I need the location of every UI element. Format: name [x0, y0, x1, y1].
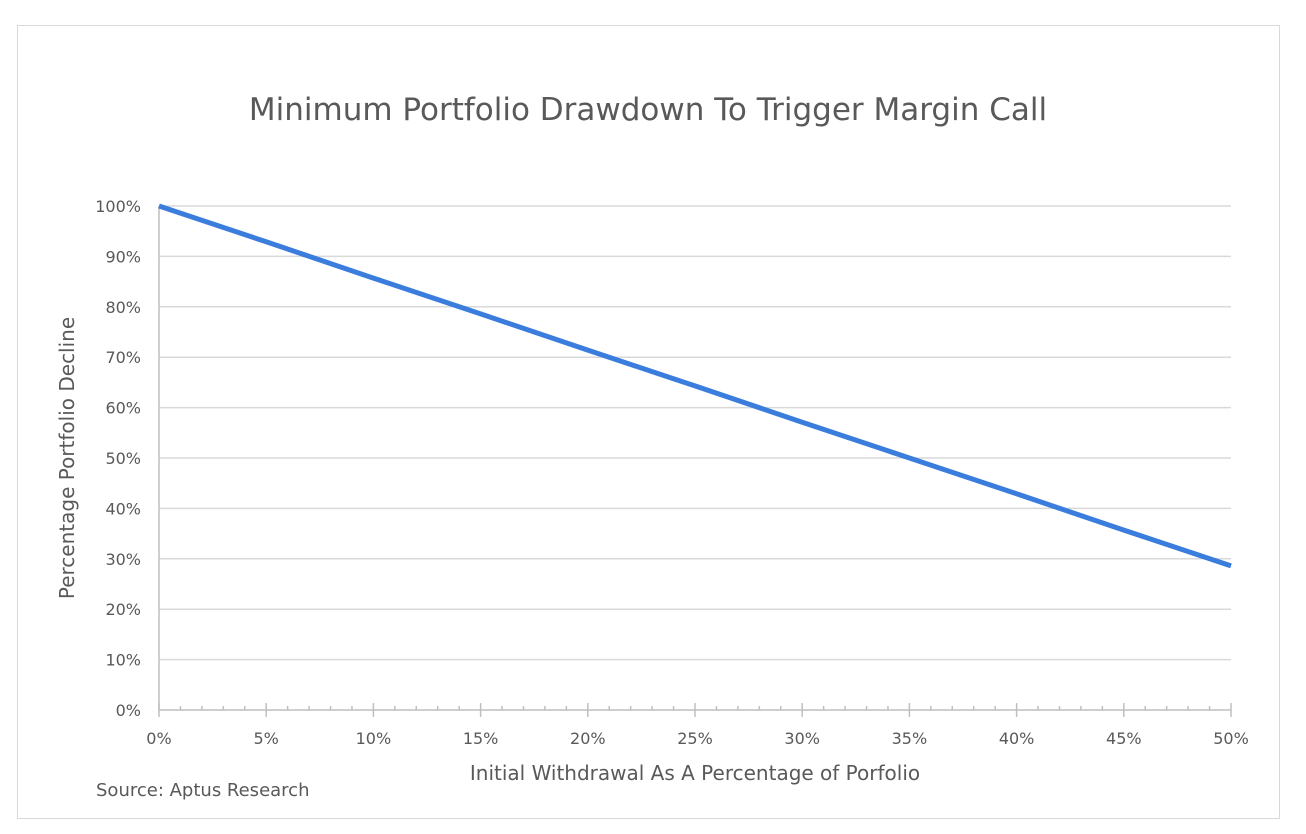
x-tick-label: 40%: [999, 729, 1035, 748]
y-tick-label: 70%: [105, 348, 141, 367]
y-tick-label: 80%: [105, 298, 141, 317]
y-axis-label: Percentage Portfolio Decline: [55, 317, 79, 599]
y-tick-label: 60%: [105, 399, 141, 418]
series-line: [158, 203, 1232, 569]
x-tick-label: 30%: [784, 729, 820, 748]
x-tick-label: 10%: [356, 729, 392, 748]
x-tick-label: 20%: [570, 729, 606, 748]
x-tick-label: 25%: [677, 729, 713, 748]
x-tick-label: 0%: [146, 729, 171, 748]
x-tick-label: 5%: [254, 729, 279, 748]
y-tick-label: 0%: [116, 701, 141, 720]
x-tick-label: 35%: [892, 729, 928, 748]
chart-title: Minimum Portfolio Drawdown To Trigger Ma…: [249, 92, 1047, 128]
x-tick-label: 45%: [1106, 729, 1142, 748]
y-tick-label: 40%: [105, 499, 141, 518]
y-tick-label: 50%: [105, 449, 141, 468]
source-note: Source: Aptus Research: [96, 780, 309, 801]
y-tick-label: 30%: [105, 550, 141, 569]
chart-frame: [17, 25, 1280, 819]
y-tick-label: 90%: [105, 247, 141, 266]
x-tick-label: 15%: [463, 729, 499, 748]
x-axis-label: Initial Withdrawal As A Percentage of Po…: [470, 761, 920, 785]
y-tick-label: 20%: [105, 600, 141, 619]
y-tick-label: 10%: [105, 651, 141, 670]
x-tick-label: 50%: [1213, 729, 1249, 748]
y-tick-label: 100%: [95, 197, 141, 216]
